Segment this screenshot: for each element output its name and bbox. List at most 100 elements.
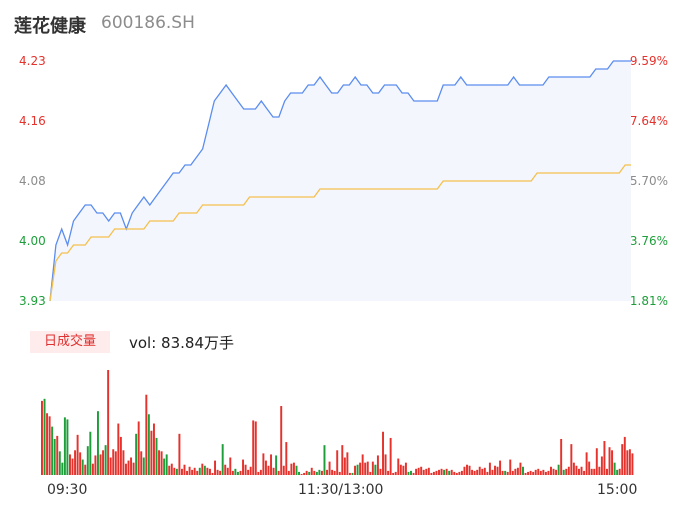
volume-bar — [348, 472, 351, 475]
volume-bar — [48, 416, 51, 475]
volume-bar — [476, 469, 479, 475]
volume-bar — [626, 450, 629, 475]
volume-bar — [178, 433, 181, 475]
volume-bar — [524, 472, 527, 475]
volume-bar — [514, 468, 517, 475]
volume-bar — [127, 460, 130, 475]
volume-bar — [608, 447, 611, 475]
volume-bar — [468, 465, 471, 475]
volume-bar — [539, 470, 542, 475]
volume-bar — [578, 468, 580, 475]
volume-bar — [598, 466, 601, 475]
volume-bar — [208, 468, 211, 475]
price-area — [50, 61, 631, 301]
y-tick-right-0: 9.59% — [629, 54, 668, 68]
volume-bar — [519, 462, 522, 475]
volume-bar — [295, 465, 298, 475]
volume-bar — [168, 465, 171, 475]
volume-bar — [346, 452, 349, 475]
volume-bar — [527, 471, 530, 475]
volume-bar — [506, 471, 509, 475]
volume-bar — [231, 470, 234, 475]
volume-bar — [333, 470, 336, 475]
volume-bar — [387, 470, 390, 475]
volume-bar — [394, 471, 397, 475]
volume-bar — [445, 468, 448, 475]
volume-bar — [364, 462, 367, 475]
price-chart — [49, 60, 631, 302]
y-tick-right-1: 7.64% — [629, 114, 668, 128]
volume-bar — [450, 469, 453, 475]
volume-bar — [290, 463, 293, 475]
x-tick-open: 09:30 — [47, 482, 88, 498]
volume-bar — [114, 451, 117, 475]
volume-bar — [135, 433, 138, 475]
volume-bar — [318, 469, 321, 475]
stock-name: 莲花健康 — [14, 16, 86, 37]
volume-bar — [555, 469, 558, 475]
volume-bar — [407, 471, 410, 475]
volume-bar — [51, 426, 54, 475]
volume-bar — [478, 466, 481, 475]
volume-bar — [341, 445, 344, 475]
volume-bar — [504, 470, 507, 475]
volume-bar — [152, 423, 155, 475]
volume-bar — [595, 448, 598, 475]
volume-bar — [234, 468, 237, 475]
volume-bar — [603, 441, 606, 475]
volume-bar — [303, 472, 306, 475]
volume-bar — [305, 470, 308, 475]
volume-bar — [473, 470, 476, 475]
volume-bar — [140, 451, 143, 475]
volume-bar — [590, 468, 593, 475]
volume-bar — [532, 471, 535, 475]
volume-bar — [621, 444, 624, 475]
volume-bar — [216, 469, 219, 475]
volume-bar — [585, 452, 588, 475]
volume-bar — [328, 461, 331, 475]
volume-bar — [575, 465, 578, 475]
volume-bar — [410, 470, 412, 475]
volume-bar — [488, 462, 491, 475]
volume-bar — [308, 471, 311, 475]
volume-bar — [107, 370, 110, 475]
volume-bar — [336, 450, 339, 475]
volume-bar — [562, 469, 565, 475]
volume-bar — [145, 394, 148, 475]
volume-bar — [46, 413, 49, 475]
volume-bar — [606, 468, 608, 475]
volume-bar — [376, 455, 379, 475]
volume-bar — [173, 467, 176, 475]
volume-bar — [74, 450, 77, 475]
volume-bar — [560, 438, 563, 475]
volume-bar — [147, 414, 150, 475]
volume-bar — [130, 457, 133, 475]
volume-bar — [239, 470, 242, 475]
volume-bar — [382, 431, 384, 475]
volume-bar — [415, 468, 418, 475]
volume-bar — [481, 468, 484, 475]
volume-bar — [160, 451, 163, 475]
volume-bar — [298, 471, 300, 475]
volume-bar — [219, 470, 222, 475]
volume-bar — [369, 471, 372, 475]
volume-bar — [94, 455, 97, 475]
volume-bar — [483, 467, 486, 475]
stock-code: 600186.SH — [101, 13, 195, 33]
volume-bar — [366, 461, 369, 475]
y-tick-left-2: 4.08 — [19, 174, 46, 188]
volume-bar — [163, 458, 166, 475]
volume-bar — [458, 471, 461, 475]
volume-bar — [193, 467, 196, 475]
volume-tab[interactable]: 日成交量 — [30, 331, 110, 353]
volume-bar — [338, 471, 341, 475]
volume-bar — [379, 468, 382, 475]
volume-bar — [432, 471, 435, 475]
volume-bar — [201, 463, 204, 475]
volume-bar — [287, 470, 290, 475]
volume-bar — [392, 472, 395, 475]
y-tick-right-2: 5.70% — [629, 174, 668, 188]
volume-bar — [165, 454, 168, 475]
volume-bar — [229, 457, 232, 475]
y-tick-right-3: 3.76% — [629, 234, 668, 248]
